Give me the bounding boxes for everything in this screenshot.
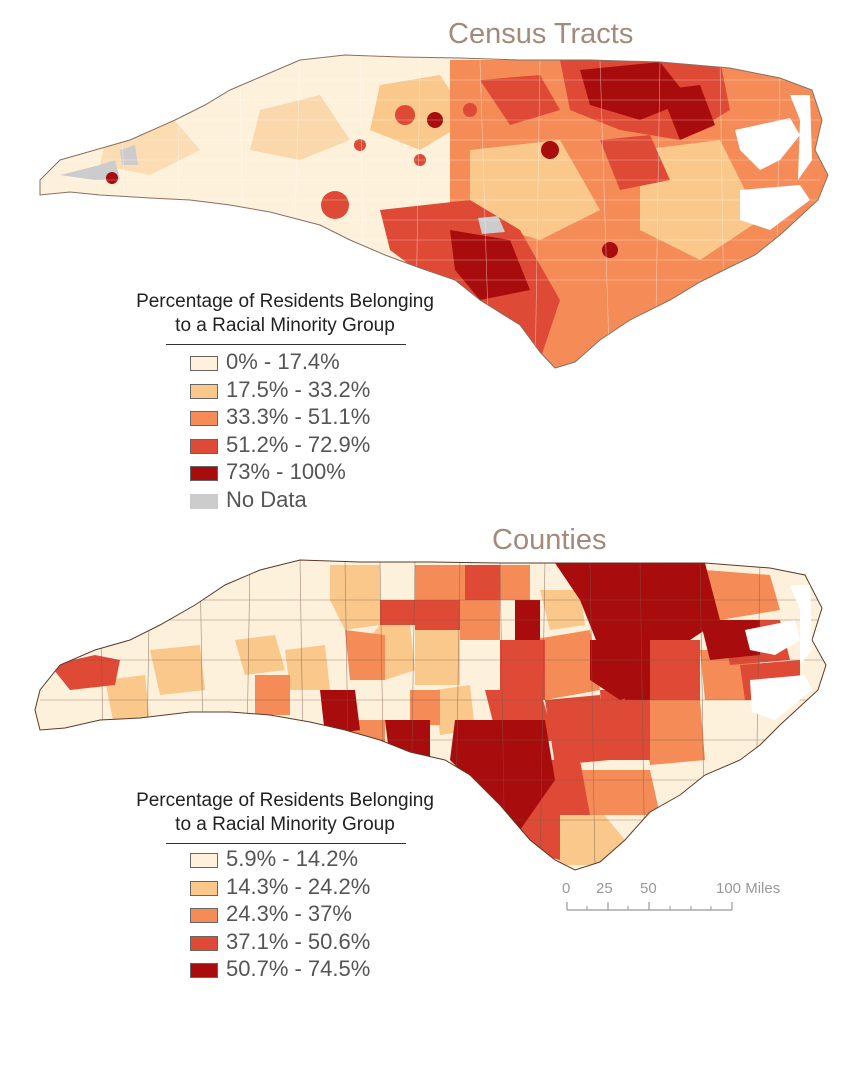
legend-heading-line1: Percentage of Residents Belonging: [136, 291, 434, 312]
legend-swatch: [190, 880, 218, 896]
legend-label: No Data: [226, 486, 307, 512]
census-tracts-title: Census Tracts: [448, 18, 634, 50]
legend-swatch: [190, 438, 218, 454]
scale-tick-label: 100 Miles: [716, 880, 781, 897]
legend-swatch: [190, 963, 218, 978]
albemarle-sound-bottom: [745, 620, 800, 655]
legend-item: 0% - 17.4%: [190, 349, 450, 377]
scale-bar-graphic: [566, 902, 733, 911]
legend-label: 0% - 17.4%: [226, 349, 340, 374]
legend-item: 5.9% - 14.2%: [190, 846, 450, 874]
counties-legend: Percentage of Residents Belonging to a R…: [120, 789, 450, 984]
legend-label: 51.2% - 72.9%: [226, 431, 371, 457]
legend-item: 33.3% - 51.1%: [190, 404, 450, 432]
legend-heading-line1: Percentage of Residents Belonging: [136, 790, 434, 811]
scale-tick-label: 50: [640, 880, 657, 897]
legend-swatch: [190, 466, 218, 481]
legend-swatch: [190, 411, 218, 426]
legend-label: 5.9% - 14.2%: [226, 846, 359, 871]
legend-item: 51.2% - 72.9%: [190, 432, 450, 460]
nc-outline-bottom: [34, 559, 827, 871]
legend-item: 24.3% - 37%: [190, 901, 450, 929]
legend-item: 50.7% - 74.5%: [190, 956, 450, 984]
legend-swatch: [190, 493, 218, 509]
legend-label: 73% - 100%: [226, 459, 346, 484]
legend-divider: [166, 843, 406, 844]
census-tracts-map: [40, 55, 828, 368]
legend-item: No Data: [190, 487, 450, 515]
legend-heading-line2: to a Racial Minority Group: [175, 814, 395, 835]
legend-swatch: [190, 356, 218, 371]
legend-label: 50.7% - 74.5%: [226, 956, 371, 981]
albemarle-sound-top: [735, 118, 800, 170]
pamlico-sound-top: [740, 185, 810, 230]
legend-item: 14.3% - 24.2%: [190, 874, 450, 902]
legend-item: 17.5% - 33.2%: [190, 377, 450, 405]
pamlico-sound-bottom: [750, 675, 812, 720]
scale-bar: 0 25 50 100 Miles: [556, 880, 796, 920]
legend-swatch: [190, 383, 218, 399]
legend-label: 33.3% - 51.1%: [226, 404, 371, 429]
census-tracts-legend: Percentage of Residents Belonging to a R…: [120, 290, 450, 514]
scale-tick-label: 25: [596, 880, 613, 897]
legend-label: 17.5% - 33.2%: [226, 376, 371, 402]
scale-tick-label: 0: [562, 880, 571, 897]
legend-label: 24.3% - 37%: [226, 901, 352, 926]
nc-outline-top: [39, 54, 829, 369]
legend-label: 37.1% - 50.6%: [226, 928, 371, 954]
legend-item: 73% - 100%: [190, 459, 450, 487]
legend-swatch: [190, 908, 218, 923]
legend-label: 14.3% - 24.2%: [226, 873, 371, 899]
legend-swatch: [190, 853, 218, 868]
counties-title: Counties: [492, 524, 607, 556]
legend-heading-line2: to a Racial Minority Group: [175, 315, 395, 336]
legend-item: 37.1% - 50.6%: [190, 929, 450, 957]
legend-divider: [166, 344, 406, 345]
legend-swatch: [190, 935, 218, 951]
